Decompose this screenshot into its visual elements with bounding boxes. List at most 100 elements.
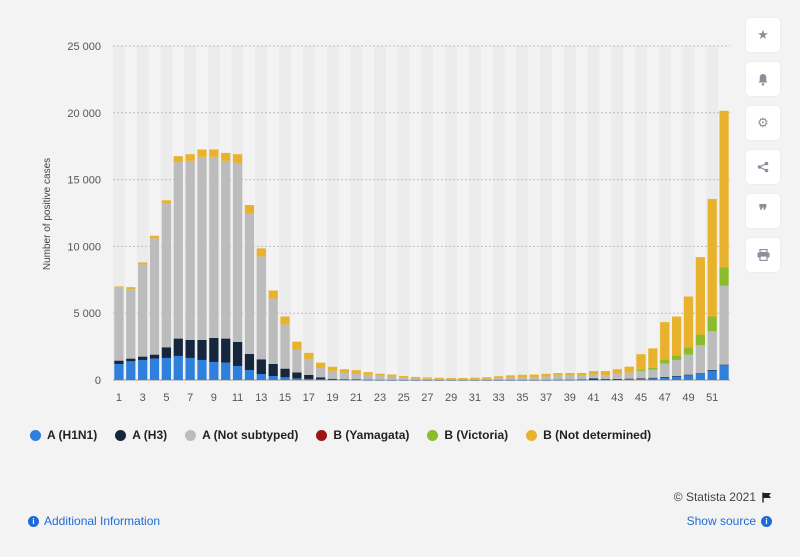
- bar-segment[interactable]: [660, 322, 670, 360]
- bar-segment[interactable]: [671, 316, 682, 356]
- bar-segment[interactable]: [363, 372, 373, 375]
- bar-segment[interactable]: [612, 369, 622, 374]
- bar-segment[interactable]: [244, 353, 255, 370]
- bar-segment[interactable]: [458, 379, 468, 381]
- bar-segment[interactable]: [541, 379, 551, 381]
- bar-segment[interactable]: [446, 379, 456, 381]
- bar-segment[interactable]: [493, 378, 504, 380]
- bar-segment[interactable]: [648, 378, 658, 380]
- bar-segment[interactable]: [185, 160, 195, 340]
- bar-segment[interactable]: [280, 324, 290, 369]
- bar-segment[interactable]: [232, 162, 243, 342]
- bar-segment[interactable]: [138, 264, 148, 357]
- bar-segment[interactable]: [327, 379, 338, 381]
- bar-segment[interactable]: [410, 378, 421, 380]
- bar-segment[interactable]: [161, 357, 172, 380]
- bar-segment[interactable]: [221, 152, 231, 161]
- bar-segment[interactable]: [671, 359, 682, 376]
- bar-segment[interactable]: [221, 362, 231, 380]
- bar-segment[interactable]: [316, 362, 326, 368]
- bar-segment[interactable]: [375, 375, 385, 380]
- bar-segment[interactable]: [612, 373, 622, 379]
- bar-segment[interactable]: [434, 377, 444, 380]
- bar-segment[interactable]: [636, 378, 646, 379]
- bar-segment[interactable]: [232, 341, 243, 366]
- bar-segment[interactable]: [209, 337, 219, 362]
- bar-segment[interactable]: [600, 379, 611, 381]
- bar-segment[interactable]: [316, 379, 326, 380]
- bar-segment[interactable]: [351, 370, 361, 374]
- bar-segment[interactable]: [648, 377, 658, 379]
- bar-segment[interactable]: [339, 369, 350, 373]
- bar-segment[interactable]: [695, 257, 705, 335]
- bar-segment[interactable]: [612, 378, 622, 380]
- bar-segment[interactable]: [660, 363, 670, 377]
- bar-segment[interactable]: [588, 379, 599, 381]
- bar-segment[interactable]: [588, 378, 599, 380]
- bar-segment[interactable]: [577, 372, 587, 376]
- legend-item-a-not-subtyped[interactable]: A (Not subtyped): [185, 428, 298, 442]
- bar-segment[interactable]: [327, 370, 338, 379]
- bar-segment[interactable]: [624, 379, 634, 380]
- bar-segment[interactable]: [624, 366, 634, 373]
- bar-segment[interactable]: [553, 375, 563, 380]
- bar-segment[interactable]: [422, 378, 433, 380]
- bar-segment[interactable]: [339, 379, 350, 380]
- bar-segment[interactable]: [268, 290, 278, 299]
- share-icon[interactable]: [746, 150, 780, 184]
- bar-segment[interactable]: [197, 156, 207, 340]
- bar-segment[interactable]: [553, 373, 563, 376]
- bar-segment[interactable]: [327, 366, 338, 371]
- bar-segment[interactable]: [410, 376, 421, 379]
- bar-segment[interactable]: [114, 286, 124, 288]
- bar-segment[interactable]: [327, 378, 338, 380]
- bar-segment[interactable]: [268, 363, 278, 376]
- bar-segment[interactable]: [149, 238, 160, 355]
- additional-information-link[interactable]: i Additional Information: [28, 514, 160, 528]
- bar-segment[interactable]: [138, 262, 148, 265]
- bar-segment[interactable]: [458, 377, 468, 380]
- bar-segment[interactable]: [446, 379, 456, 380]
- bar-segment[interactable]: [114, 287, 124, 361]
- gear-icon[interactable]: ⚙: [746, 106, 780, 140]
- bar-segment[interactable]: [553, 379, 563, 381]
- bar-segment[interactable]: [577, 375, 587, 380]
- bar-segment[interactable]: [624, 378, 634, 380]
- bar-segment[interactable]: [410, 379, 421, 381]
- star-icon[interactable]: ★: [746, 18, 780, 52]
- bar-segment[interactable]: [719, 364, 729, 366]
- bar-segment[interactable]: [422, 377, 433, 379]
- bar-segment[interactable]: [517, 377, 527, 380]
- bar-segment[interactable]: [256, 373, 266, 380]
- bar-segment[interactable]: [493, 379, 504, 381]
- bar-segment[interactable]: [280, 377, 290, 380]
- show-source-link[interactable]: Show source i: [687, 514, 772, 528]
- bar-segment[interactable]: [126, 287, 136, 290]
- bar-segment[interactable]: [173, 355, 183, 380]
- bar-segment[interactable]: [600, 371, 611, 376]
- bar-segment[interactable]: [600, 375, 611, 380]
- bar-segment[interactable]: [683, 296, 694, 348]
- legend-item-h3[interactable]: A (H3): [115, 428, 167, 442]
- bar-segment[interactable]: [149, 358, 160, 380]
- bar-segment[interactable]: [351, 373, 361, 380]
- bar-segment[interactable]: [375, 373, 385, 376]
- bar-segment[interactable]: [316, 377, 326, 380]
- bar-segment[interactable]: [660, 377, 670, 380]
- bar-segment[interactable]: [529, 374, 539, 378]
- bar-segment[interactable]: [221, 338, 231, 363]
- bar-segment[interactable]: [161, 347, 172, 358]
- bar-segment[interactable]: [268, 375, 278, 380]
- bar-segment[interactable]: [529, 379, 539, 381]
- bar-segment[interactable]: [648, 348, 658, 368]
- bar-segment[interactable]: [707, 370, 717, 380]
- bar-segment[interactable]: [256, 248, 266, 257]
- print-icon[interactable]: [746, 238, 780, 272]
- bar-segment[interactable]: [363, 374, 373, 380]
- bar-segment[interactable]: [588, 374, 599, 379]
- bar-segment[interactable]: [244, 213, 255, 354]
- bar-segment[interactable]: [399, 377, 409, 380]
- bar-segment[interactable]: [470, 379, 480, 381]
- bar-segment[interactable]: [256, 359, 266, 374]
- legend-item-victoria[interactable]: B (Victoria): [427, 428, 508, 442]
